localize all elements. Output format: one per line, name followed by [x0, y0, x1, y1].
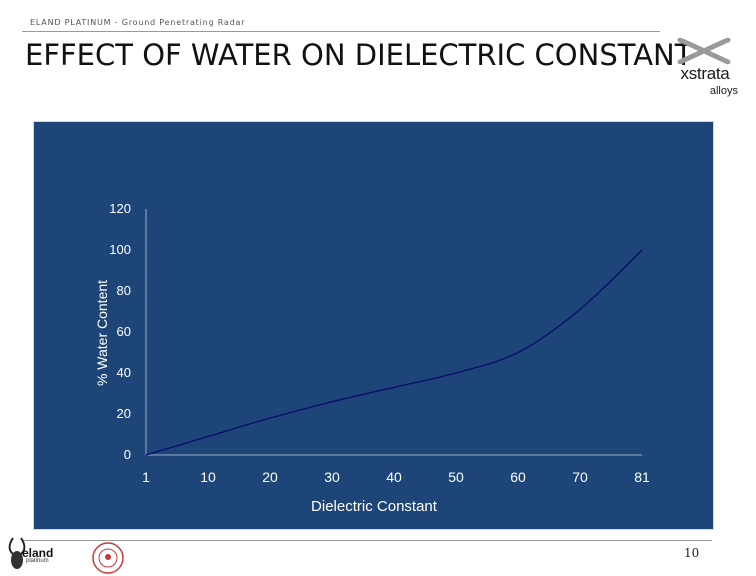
x-tick-label: 20 [262, 469, 278, 485]
y-tick-label: 0 [124, 447, 131, 462]
eland-antelope-icon [8, 537, 26, 569]
x-tick-label: 81 [634, 469, 650, 485]
y-tick-label: 80 [117, 283, 131, 298]
y-tick-label: 100 [109, 242, 131, 257]
x-tick-label: 70 [572, 469, 588, 485]
xstrata-x-mark-icon [677, 38, 731, 64]
x-tick-label: 60 [510, 469, 526, 485]
running-header: ELAND PLATINUM - Ground Penetrating Rada… [30, 18, 246, 27]
y-tick-label: 60 [117, 324, 131, 339]
slide-title: EFFECT OF WATER ON DIELECTRIC CONSTANT [25, 38, 693, 72]
x-axis-label: Dielectric Constant [311, 498, 438, 515]
y-tick-label: 20 [117, 406, 131, 421]
x-tick-labels: 1 10 20 30 40 50 60 70 81 [142, 469, 650, 485]
xstrata-logo-sub: alloys [709, 85, 738, 97]
y-tick-label: 40 [117, 365, 131, 380]
x-tick-label: 10 [200, 469, 216, 485]
series-line [145, 249, 643, 456]
x-tick-label: 50 [448, 469, 464, 485]
eland-logo-word: eland [22, 546, 54, 560]
chart-panel: 0 20 40 60 80 100 120 1 10 20 30 40 50 60 70 81 % Wate… [33, 121, 714, 530]
xstrata-logo: xstrata alloys [670, 38, 740, 108]
chart-svg: 0 20 40 60 80 100 120 1 10 20 30 40 50 60 70 81 % Wate… [94, 201, 650, 515]
page-number: 10 [684, 546, 700, 560]
header-divider [22, 31, 660, 32]
y-tick-labels: 0 20 40 60 80 100 120 [109, 201, 131, 462]
x-tick-label: 40 [386, 469, 402, 485]
y-axis-label: % Water Content [94, 280, 110, 386]
x-tick-label: 1 [142, 469, 150, 485]
x-tick-label: 30 [324, 469, 340, 485]
safety-stamp-icon [92, 542, 124, 574]
xstrata-logo-word: xstrata [680, 64, 730, 83]
y-tick-label: 120 [109, 201, 131, 216]
footer-divider [22, 540, 712, 541]
eland-logo-sub: platinum [26, 558, 49, 564]
